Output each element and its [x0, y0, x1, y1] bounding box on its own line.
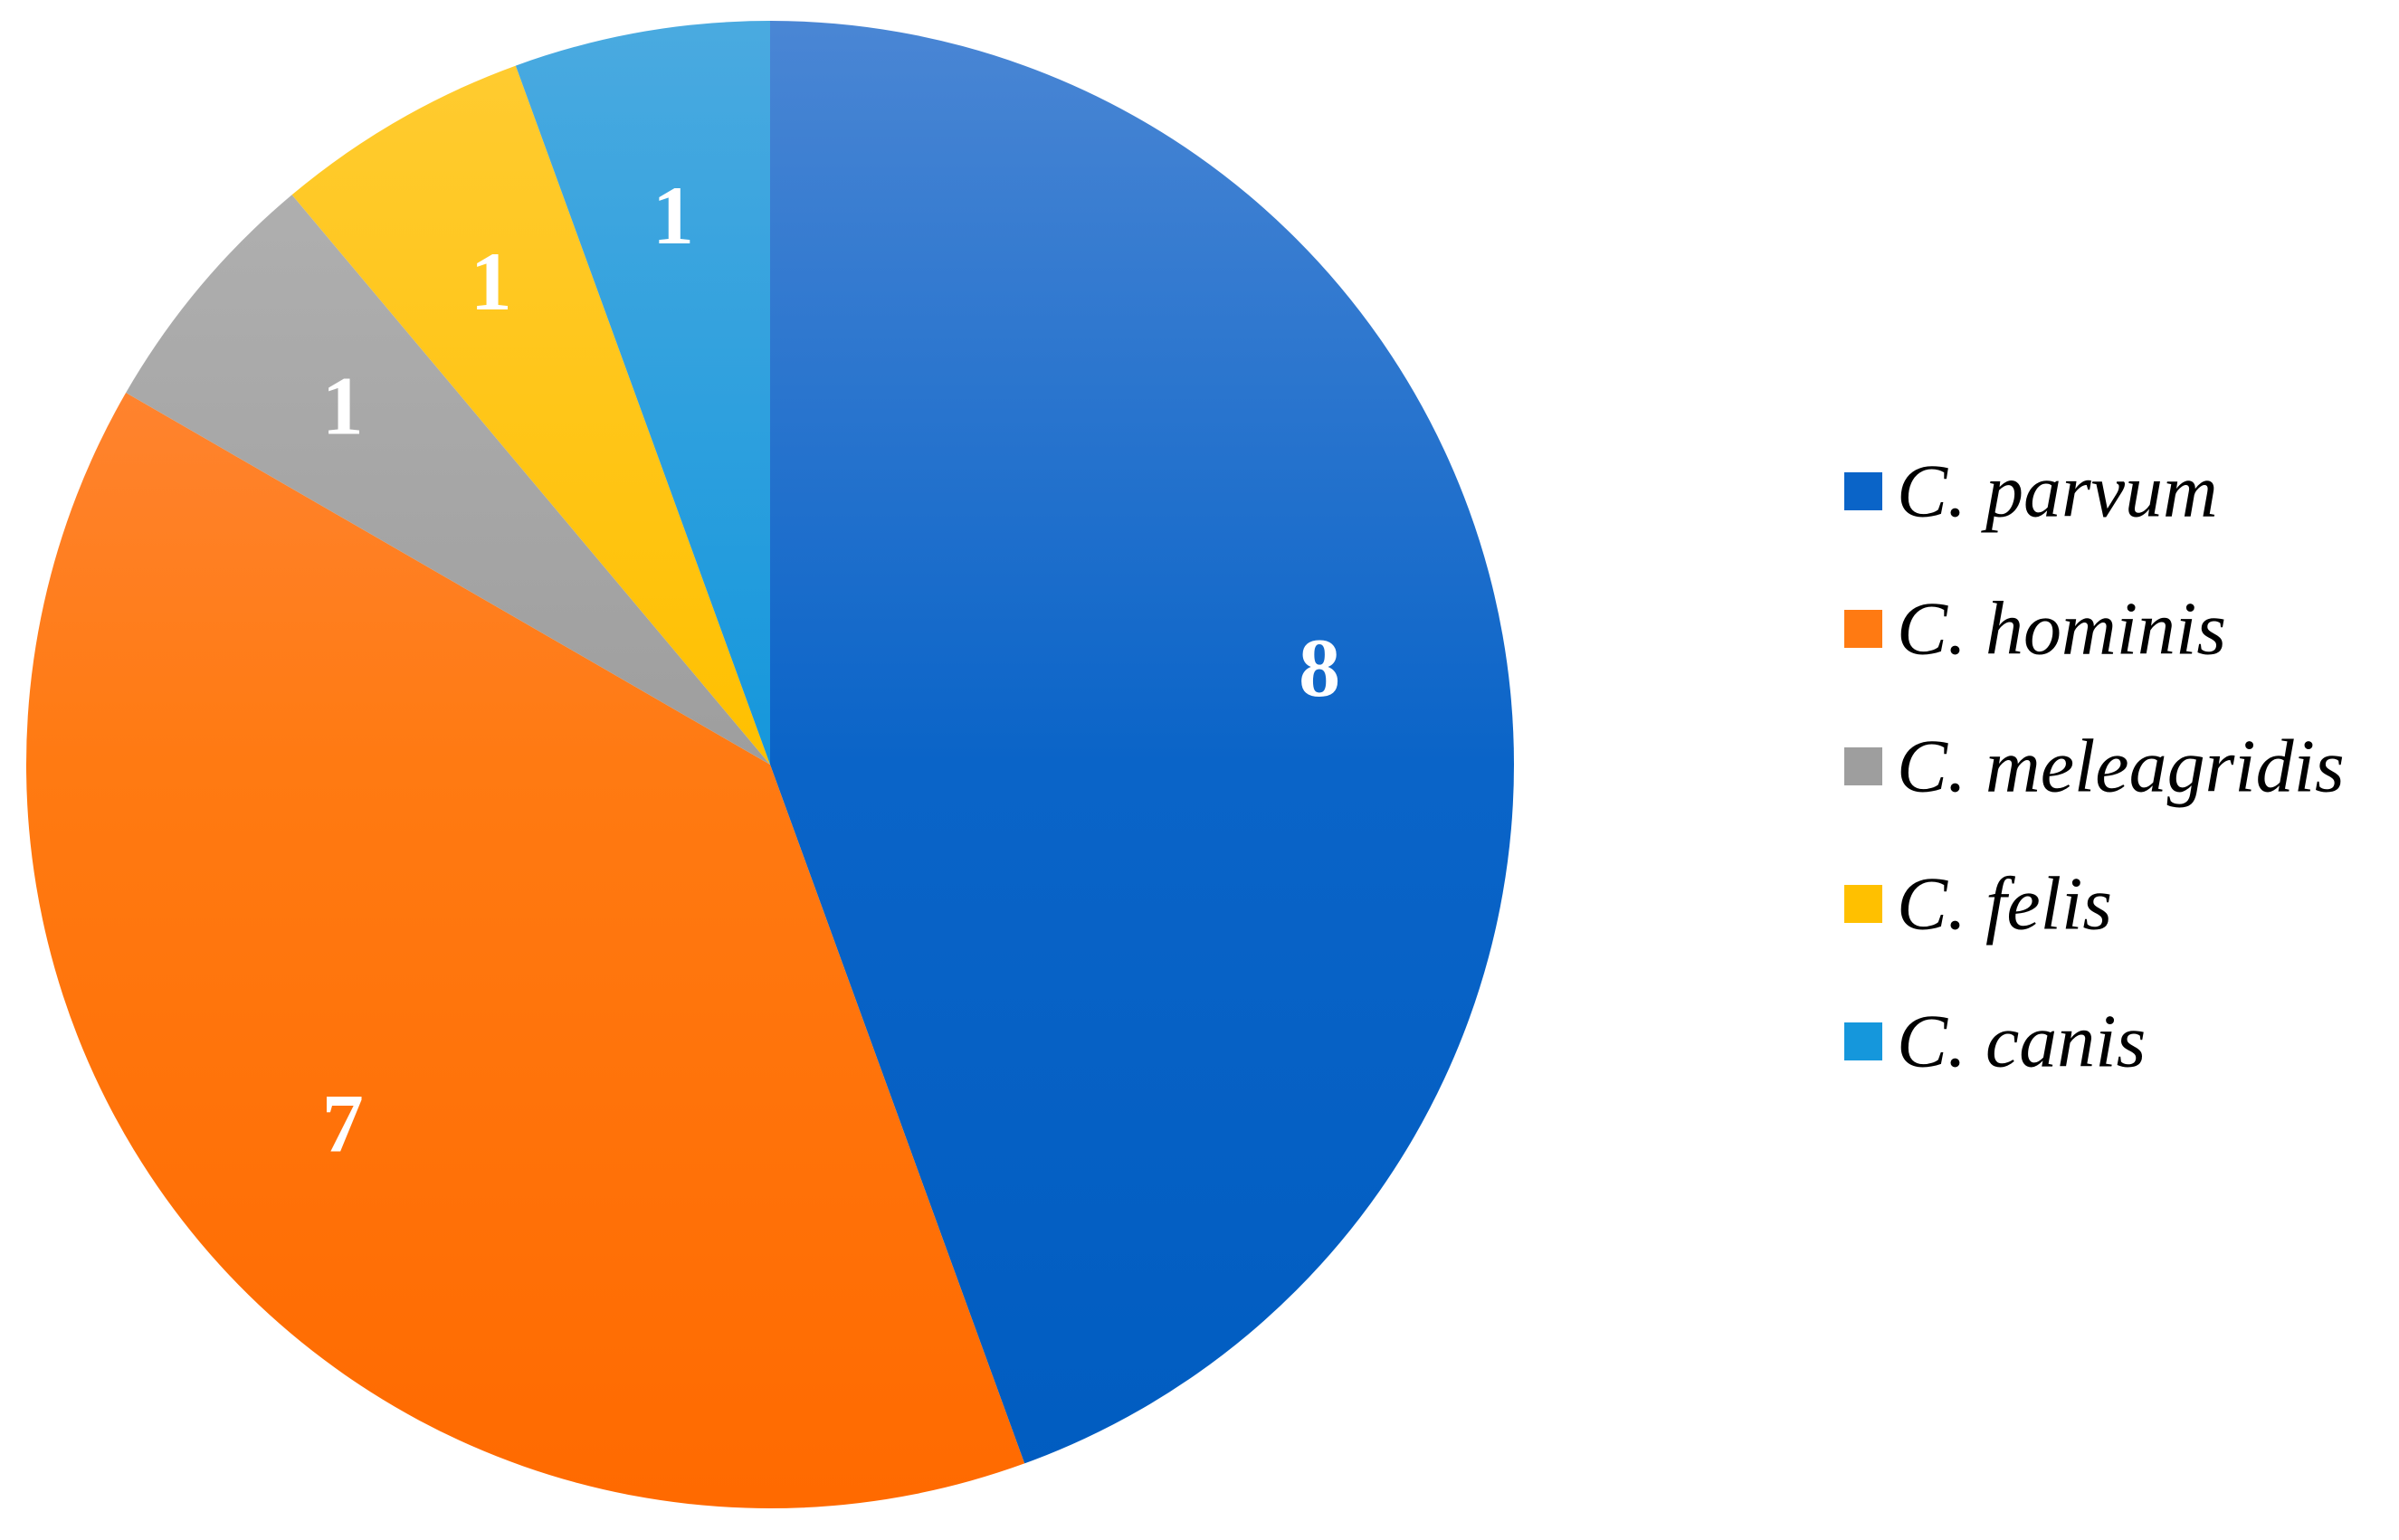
legend-label-c-felis: C. felis [1897, 862, 2112, 946]
legend-item-c-felis: C. felis [1844, 862, 2112, 946]
legend-item-c-canis: C. canis [1844, 1000, 2146, 1084]
pie-slice-c-felis [291, 65, 771, 765]
legend-swatch-c-parvum [1844, 472, 1882, 510]
data-label-c-canis: 1 [652, 169, 694, 261]
pie-slice-c-meleagridis [126, 195, 770, 765]
pie-slice-c-hominis [25, 393, 1025, 1509]
legend-label-c-meleagridis: C. meleagridis [1897, 725, 2345, 809]
legend-swatch-c-felis [1844, 885, 1882, 923]
pie-slice-c-canis [515, 21, 770, 765]
legend-item-c-meleagridis: C. meleagridis [1844, 725, 2345, 809]
legend-label-c-hominis: C. hominis [1897, 587, 2226, 671]
legend-swatch-c-canis [1844, 1022, 1882, 1060]
legend-swatch-c-meleagridis [1844, 747, 1882, 785]
data-label-c-meleagridis: 1 [322, 360, 364, 452]
data-label-c-parvum: 8 [1299, 622, 1340, 714]
legend-label-c-parvum: C. parvum [1897, 450, 2218, 534]
legend-item-c-parvum: C. parvum [1844, 450, 2218, 534]
data-label-c-hominis: 7 [322, 1077, 364, 1169]
pie-slices [25, 21, 1514, 1509]
legend-swatch-c-hominis [1844, 610, 1882, 648]
legend-item-c-hominis: C. hominis [1844, 587, 2226, 671]
legend-label-c-canis: C. canis [1897, 1000, 2146, 1084]
pie-slice-c-parvum [770, 21, 1514, 1464]
data-label-c-felis: 1 [471, 235, 512, 328]
legend: C. parvum C. hominis C. meleagridis C. feli… [1844, 450, 2345, 1084]
pie-data-labels: 8 7 1 1 1 [322, 169, 1340, 1169]
